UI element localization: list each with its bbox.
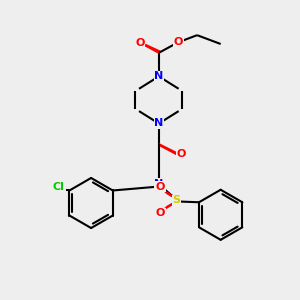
Text: O: O	[156, 208, 165, 218]
Text: O: O	[135, 38, 144, 47]
Text: Cl: Cl	[52, 182, 64, 192]
Text: N: N	[154, 179, 164, 189]
Text: O: O	[174, 37, 183, 47]
Text: O: O	[156, 182, 165, 192]
Text: N: N	[154, 118, 164, 128]
Text: N: N	[154, 71, 164, 81]
Text: O: O	[177, 149, 186, 159]
Text: S: S	[172, 195, 181, 205]
